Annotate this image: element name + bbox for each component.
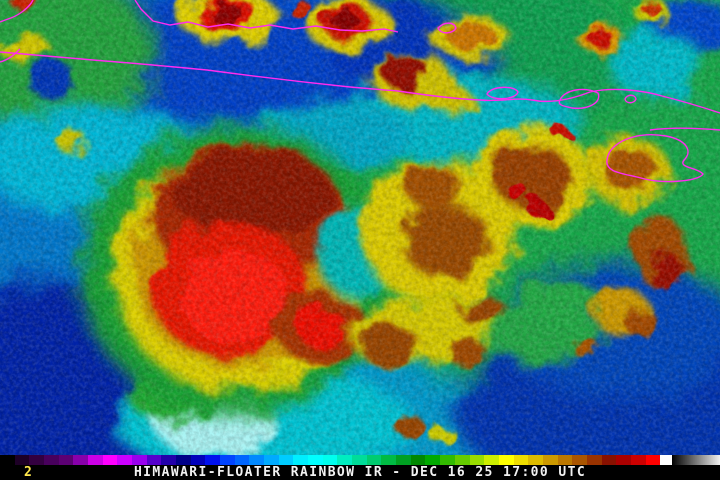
colorbar-cell — [366, 455, 382, 465]
colorbar-cell — [88, 455, 103, 465]
colorbar-cell — [14, 455, 30, 465]
colorbar-cell — [308, 455, 323, 465]
colorbar-cell — [0, 455, 15, 465]
colorbar-cell — [630, 455, 646, 465]
colorbar-cell — [425, 455, 441, 465]
colorbar-cell — [234, 455, 250, 465]
colorbar-cell — [117, 455, 133, 465]
colorbar-cell — [469, 455, 485, 465]
colorbar-cell — [542, 455, 558, 465]
coastline-path — [0, 0, 34, 23]
light-noise-overlay — [0, 0, 720, 455]
colorbar-cell — [440, 455, 455, 465]
coastline-path — [0, 51, 720, 114]
frame-number-label: 2 — [24, 465, 32, 480]
colorbar-cell — [176, 455, 191, 465]
status-bar: 2 HIMAWARI-FLOATER RAINBOW IR - DEC 16 2… — [0, 465, 720, 480]
colorbar-cell — [161, 455, 177, 465]
coastline-path — [649, 127, 720, 131]
colorbar-gray-ramp — [672, 455, 720, 465]
colorbar-cell — [132, 455, 147, 465]
image-caption: HIMAWARI-FLOATER RAINBOW IR - DEC 16 25 … — [133, 465, 587, 480]
colorbar-cell — [58, 455, 74, 465]
colorbar-cell — [205, 455, 221, 465]
colorbar-cell — [454, 455, 470, 465]
colorbar-cell — [293, 455, 309, 465]
colorbar-cell — [264, 455, 279, 465]
colorbar-cell — [249, 455, 265, 465]
coastline-path — [624, 94, 637, 104]
coastline-path — [606, 134, 704, 183]
colorbar-cell — [337, 455, 353, 465]
coastline-path — [558, 88, 600, 109]
colorbar-cell — [278, 455, 294, 465]
colorbar-cell — [352, 455, 367, 465]
colorbar-cell — [557, 455, 573, 465]
colorbar-cell — [146, 455, 162, 465]
coastline-overlay — [0, 0, 720, 183]
colorbar-cell — [29, 455, 45, 465]
coastline-path — [486, 86, 519, 100]
ir-temperature-colorbar — [0, 455, 720, 465]
colorbar-cell — [528, 455, 543, 465]
colorbar-cell — [484, 455, 499, 465]
coastline-path — [0, 48, 21, 63]
coastline-path — [134, 0, 399, 33]
colorbar-cell — [102, 455, 118, 465]
colorbar-cell — [572, 455, 587, 465]
satellite-image — [0, 0, 720, 455]
colorbar-cell — [322, 455, 338, 465]
colorbar-cell — [396, 455, 411, 465]
coastline-path — [437, 22, 457, 34]
satellite-ir-canvas — [0, 0, 720, 455]
colorbar-cell — [73, 455, 89, 465]
colorbar-white-cell — [660, 455, 673, 465]
colorbar-cell — [381, 455, 397, 465]
colorbar-cell — [645, 455, 661, 465]
colorbar-cell — [616, 455, 631, 465]
colorbar-cell — [44, 455, 59, 465]
colorbar-cell — [410, 455, 426, 465]
colorbar-cell — [586, 455, 602, 465]
colorbar-cell — [498, 455, 514, 465]
colorbar-cell — [601, 455, 617, 465]
colorbar-cell — [220, 455, 235, 465]
colorbar-cell — [190, 455, 206, 465]
colorbar-cell — [513, 455, 529, 465]
